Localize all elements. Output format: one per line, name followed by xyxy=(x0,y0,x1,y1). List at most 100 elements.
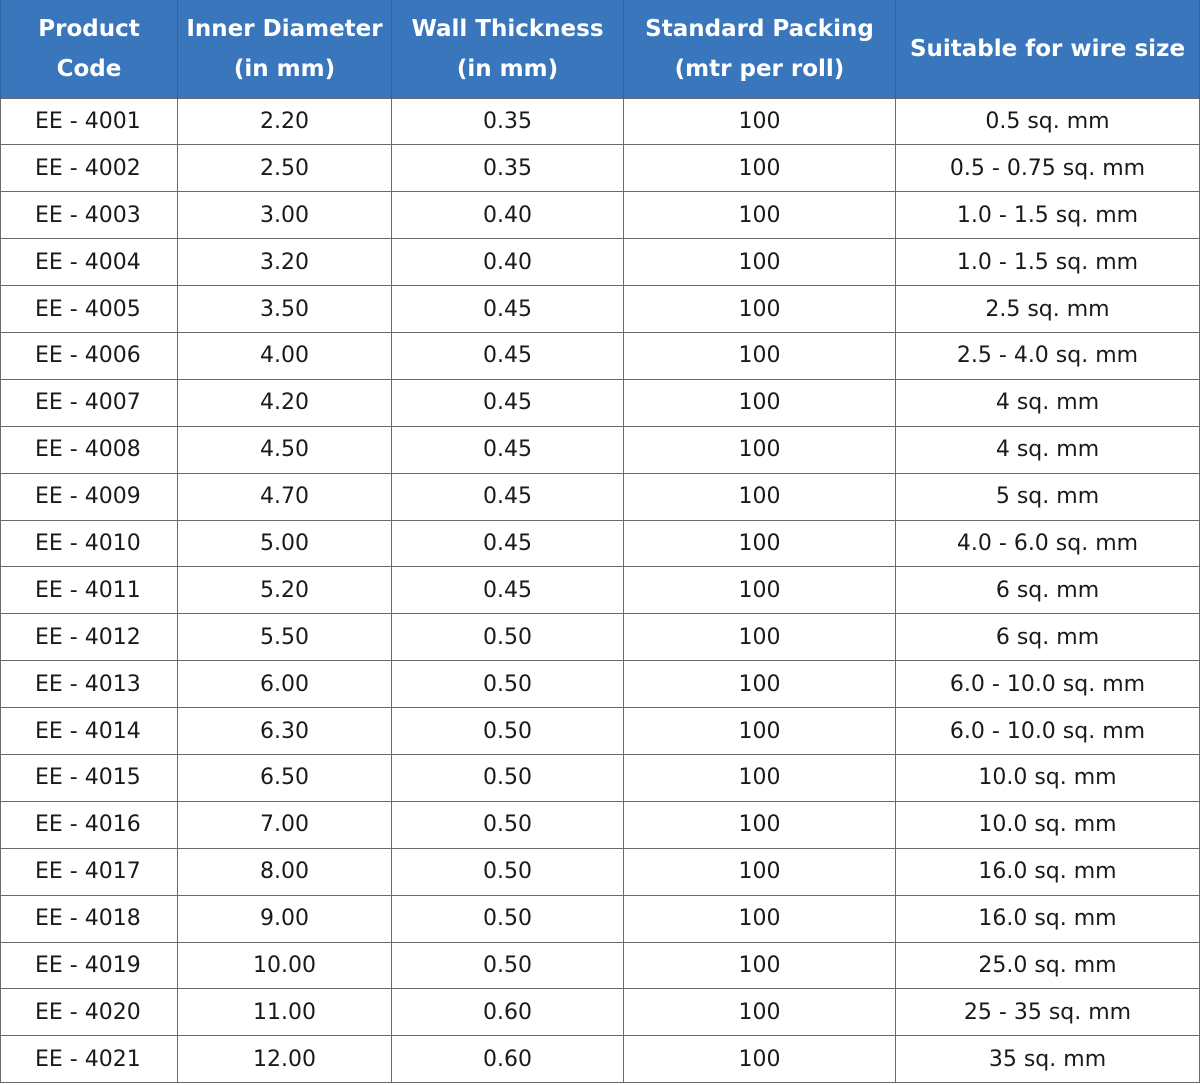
table-row: EE - 4013 6.00 0.50 100 6.0 - 10.0 sq. mm xyxy=(0,660,1200,709)
table-row: EE - 4003 3.00 0.40 100 1.0 - 1.5 sq. mm xyxy=(0,191,1200,240)
standard-packing-cell: 100 xyxy=(623,144,896,193)
wire-size-cell: 4.0 - 6.0 sq. mm xyxy=(895,519,1200,568)
wire-size-cell: 10.0 sq. mm xyxy=(895,800,1200,849)
standard-packing-cell: 100 xyxy=(623,191,896,240)
standard-packing-cell: 100 xyxy=(623,941,896,990)
wall-thickness-cell: 0.50 xyxy=(391,847,624,896)
wire-size-cell: 6 sq. mm xyxy=(895,613,1200,662)
table-row: EE - 4004 3.20 0.40 100 1.0 - 1.5 sq. mm xyxy=(0,238,1200,287)
product-code-cell: EE - 4013 xyxy=(0,660,178,709)
product-code-cell: EE - 4019 xyxy=(0,941,178,990)
header-wall-thickness: Wall Thickness (in mm) xyxy=(391,0,624,98)
wall-thickness-cell: 0.45 xyxy=(391,331,624,380)
standard-packing-cell: 100 xyxy=(623,285,896,333)
table-row: EE - 4014 6.30 0.50 100 6.0 - 10.0 sq. mm xyxy=(0,707,1200,755)
wall-thickness-cell: 0.45 xyxy=(391,285,624,333)
wall-thickness-cell: 0.45 xyxy=(391,566,624,615)
standard-packing-cell: 100 xyxy=(623,707,896,755)
table-row: EE - 4001 2.20 0.35 100 0.5 sq. mm xyxy=(0,97,1200,146)
product-code-cell: EE - 4018 xyxy=(0,894,178,943)
wall-thickness-cell: 0.60 xyxy=(391,988,624,1037)
wall-thickness-cell: 0.35 xyxy=(391,144,624,193)
wall-thickness-cell: 0.50 xyxy=(391,941,624,990)
wire-size-cell: 0.5 sq. mm xyxy=(895,97,1200,146)
inner-diameter-cell: 3.20 xyxy=(177,238,392,287)
inner-diameter-cell: 5.50 xyxy=(177,613,392,662)
wire-size-cell: 4 sq. mm xyxy=(895,425,1200,474)
product-code-cell: EE - 4008 xyxy=(0,425,178,474)
header-inner-diameter: Inner Diameter (in mm) xyxy=(177,0,392,98)
table-row: EE - 4019 10.00 0.50 100 25.0 sq. mm xyxy=(0,941,1200,990)
wire-size-cell: 2.5 - 4.0 sq. mm xyxy=(895,331,1200,380)
standard-packing-cell: 100 xyxy=(623,331,896,380)
wall-thickness-cell: 0.50 xyxy=(391,753,624,802)
product-code-cell: EE - 4017 xyxy=(0,847,178,896)
inner-diameter-cell: 4.00 xyxy=(177,331,392,380)
table-body: EE - 4001 2.20 0.35 100 0.5 sq. mm EE - 4002 2… xyxy=(0,97,1200,1084)
standard-packing-cell: 100 xyxy=(623,1035,896,1084)
standard-packing-cell: 100 xyxy=(623,847,896,896)
standard-packing-cell: 100 xyxy=(623,519,896,568)
wire-size-cell: 6.0 - 10.0 sq. mm xyxy=(895,707,1200,755)
product-code-cell: EE - 4011 xyxy=(0,566,178,615)
header-standard-packing: Standard Packing (mtr per roll) xyxy=(623,0,896,98)
standard-packing-cell: 100 xyxy=(623,660,896,709)
standard-packing-cell: 100 xyxy=(623,425,896,474)
wire-size-cell: 25 - 35 sq. mm xyxy=(895,988,1200,1037)
inner-diameter-cell: 11.00 xyxy=(177,988,392,1037)
inner-diameter-cell: 3.50 xyxy=(177,285,392,333)
wall-thickness-cell: 0.50 xyxy=(391,707,624,755)
product-code-cell: EE - 4014 xyxy=(0,707,178,755)
wall-thickness-cell: 0.50 xyxy=(391,613,624,662)
inner-diameter-cell: 6.30 xyxy=(177,707,392,755)
table-row: EE - 4017 8.00 0.50 100 16.0 sq. mm xyxy=(0,847,1200,896)
product-code-cell: EE - 4021 xyxy=(0,1035,178,1084)
wire-size-cell: 10.0 sq. mm xyxy=(895,753,1200,802)
wire-size-cell: 1.0 - 1.5 sq. mm xyxy=(895,191,1200,240)
wire-size-cell: 16.0 sq. mm xyxy=(895,894,1200,943)
wall-thickness-cell: 0.50 xyxy=(391,800,624,849)
inner-diameter-cell: 10.00 xyxy=(177,941,392,990)
standard-packing-cell: 100 xyxy=(623,753,896,802)
product-code-cell: EE - 4020 xyxy=(0,988,178,1037)
wire-size-cell: 0.5 - 0.75 sq. mm xyxy=(895,144,1200,193)
product-code-cell: EE - 4015 xyxy=(0,753,178,802)
header-row: Product Code Inner Diameter (in mm) Wall… xyxy=(0,0,1200,98)
table-row: EE - 4006 4.00 0.45 100 2.5 - 4.0 sq. mm xyxy=(0,331,1200,380)
standard-packing-cell: 100 xyxy=(623,566,896,615)
standard-packing-cell: 100 xyxy=(623,238,896,287)
header-wire-size: Suitable for wire size xyxy=(895,0,1200,98)
wire-size-cell: 35 sq. mm xyxy=(895,1035,1200,1084)
inner-diameter-cell: 7.00 xyxy=(177,800,392,849)
table-row: EE - 4018 9.00 0.50 100 16.0 sq. mm xyxy=(0,894,1200,943)
wall-thickness-cell: 0.40 xyxy=(391,191,624,240)
product-code-cell: EE - 4010 xyxy=(0,519,178,568)
product-code-cell: EE - 4006 xyxy=(0,331,178,380)
wire-size-cell: 6 sq. mm xyxy=(895,566,1200,615)
table-row: EE - 4010 5.00 0.45 100 4.0 - 6.0 sq. mm xyxy=(0,519,1200,568)
wall-thickness-cell: 0.45 xyxy=(391,472,624,521)
table-row: EE - 4005 3.50 0.45 100 2.5 sq. mm xyxy=(0,285,1200,333)
wall-thickness-cell: 0.35 xyxy=(391,97,624,146)
product-code-cell: EE - 4005 xyxy=(0,285,178,333)
standard-packing-cell: 100 xyxy=(623,613,896,662)
table-row: EE - 4021 12.00 0.60 100 35 sq. mm xyxy=(0,1035,1200,1084)
inner-diameter-cell: 2.50 xyxy=(177,144,392,193)
inner-diameter-cell: 5.20 xyxy=(177,566,392,615)
wall-thickness-cell: 0.40 xyxy=(391,238,624,287)
standard-packing-cell: 100 xyxy=(623,988,896,1037)
product-code-cell: EE - 4016 xyxy=(0,800,178,849)
standard-packing-cell: 100 xyxy=(623,800,896,849)
inner-diameter-cell: 6.00 xyxy=(177,660,392,709)
product-code-cell: EE - 4009 xyxy=(0,472,178,521)
inner-diameter-cell: 4.70 xyxy=(177,472,392,521)
inner-diameter-cell: 4.50 xyxy=(177,425,392,474)
table-row: EE - 4011 5.20 0.45 100 6 sq. mm xyxy=(0,566,1200,615)
inner-diameter-cell: 4.20 xyxy=(177,378,392,427)
product-code-cell: EE - 4003 xyxy=(0,191,178,240)
wire-size-cell: 16.0 sq. mm xyxy=(895,847,1200,896)
wire-size-cell: 4 sq. mm xyxy=(895,378,1200,427)
table-header: Product Code Inner Diameter (in mm) Wall… xyxy=(0,0,1200,98)
standard-packing-cell: 100 xyxy=(623,378,896,427)
